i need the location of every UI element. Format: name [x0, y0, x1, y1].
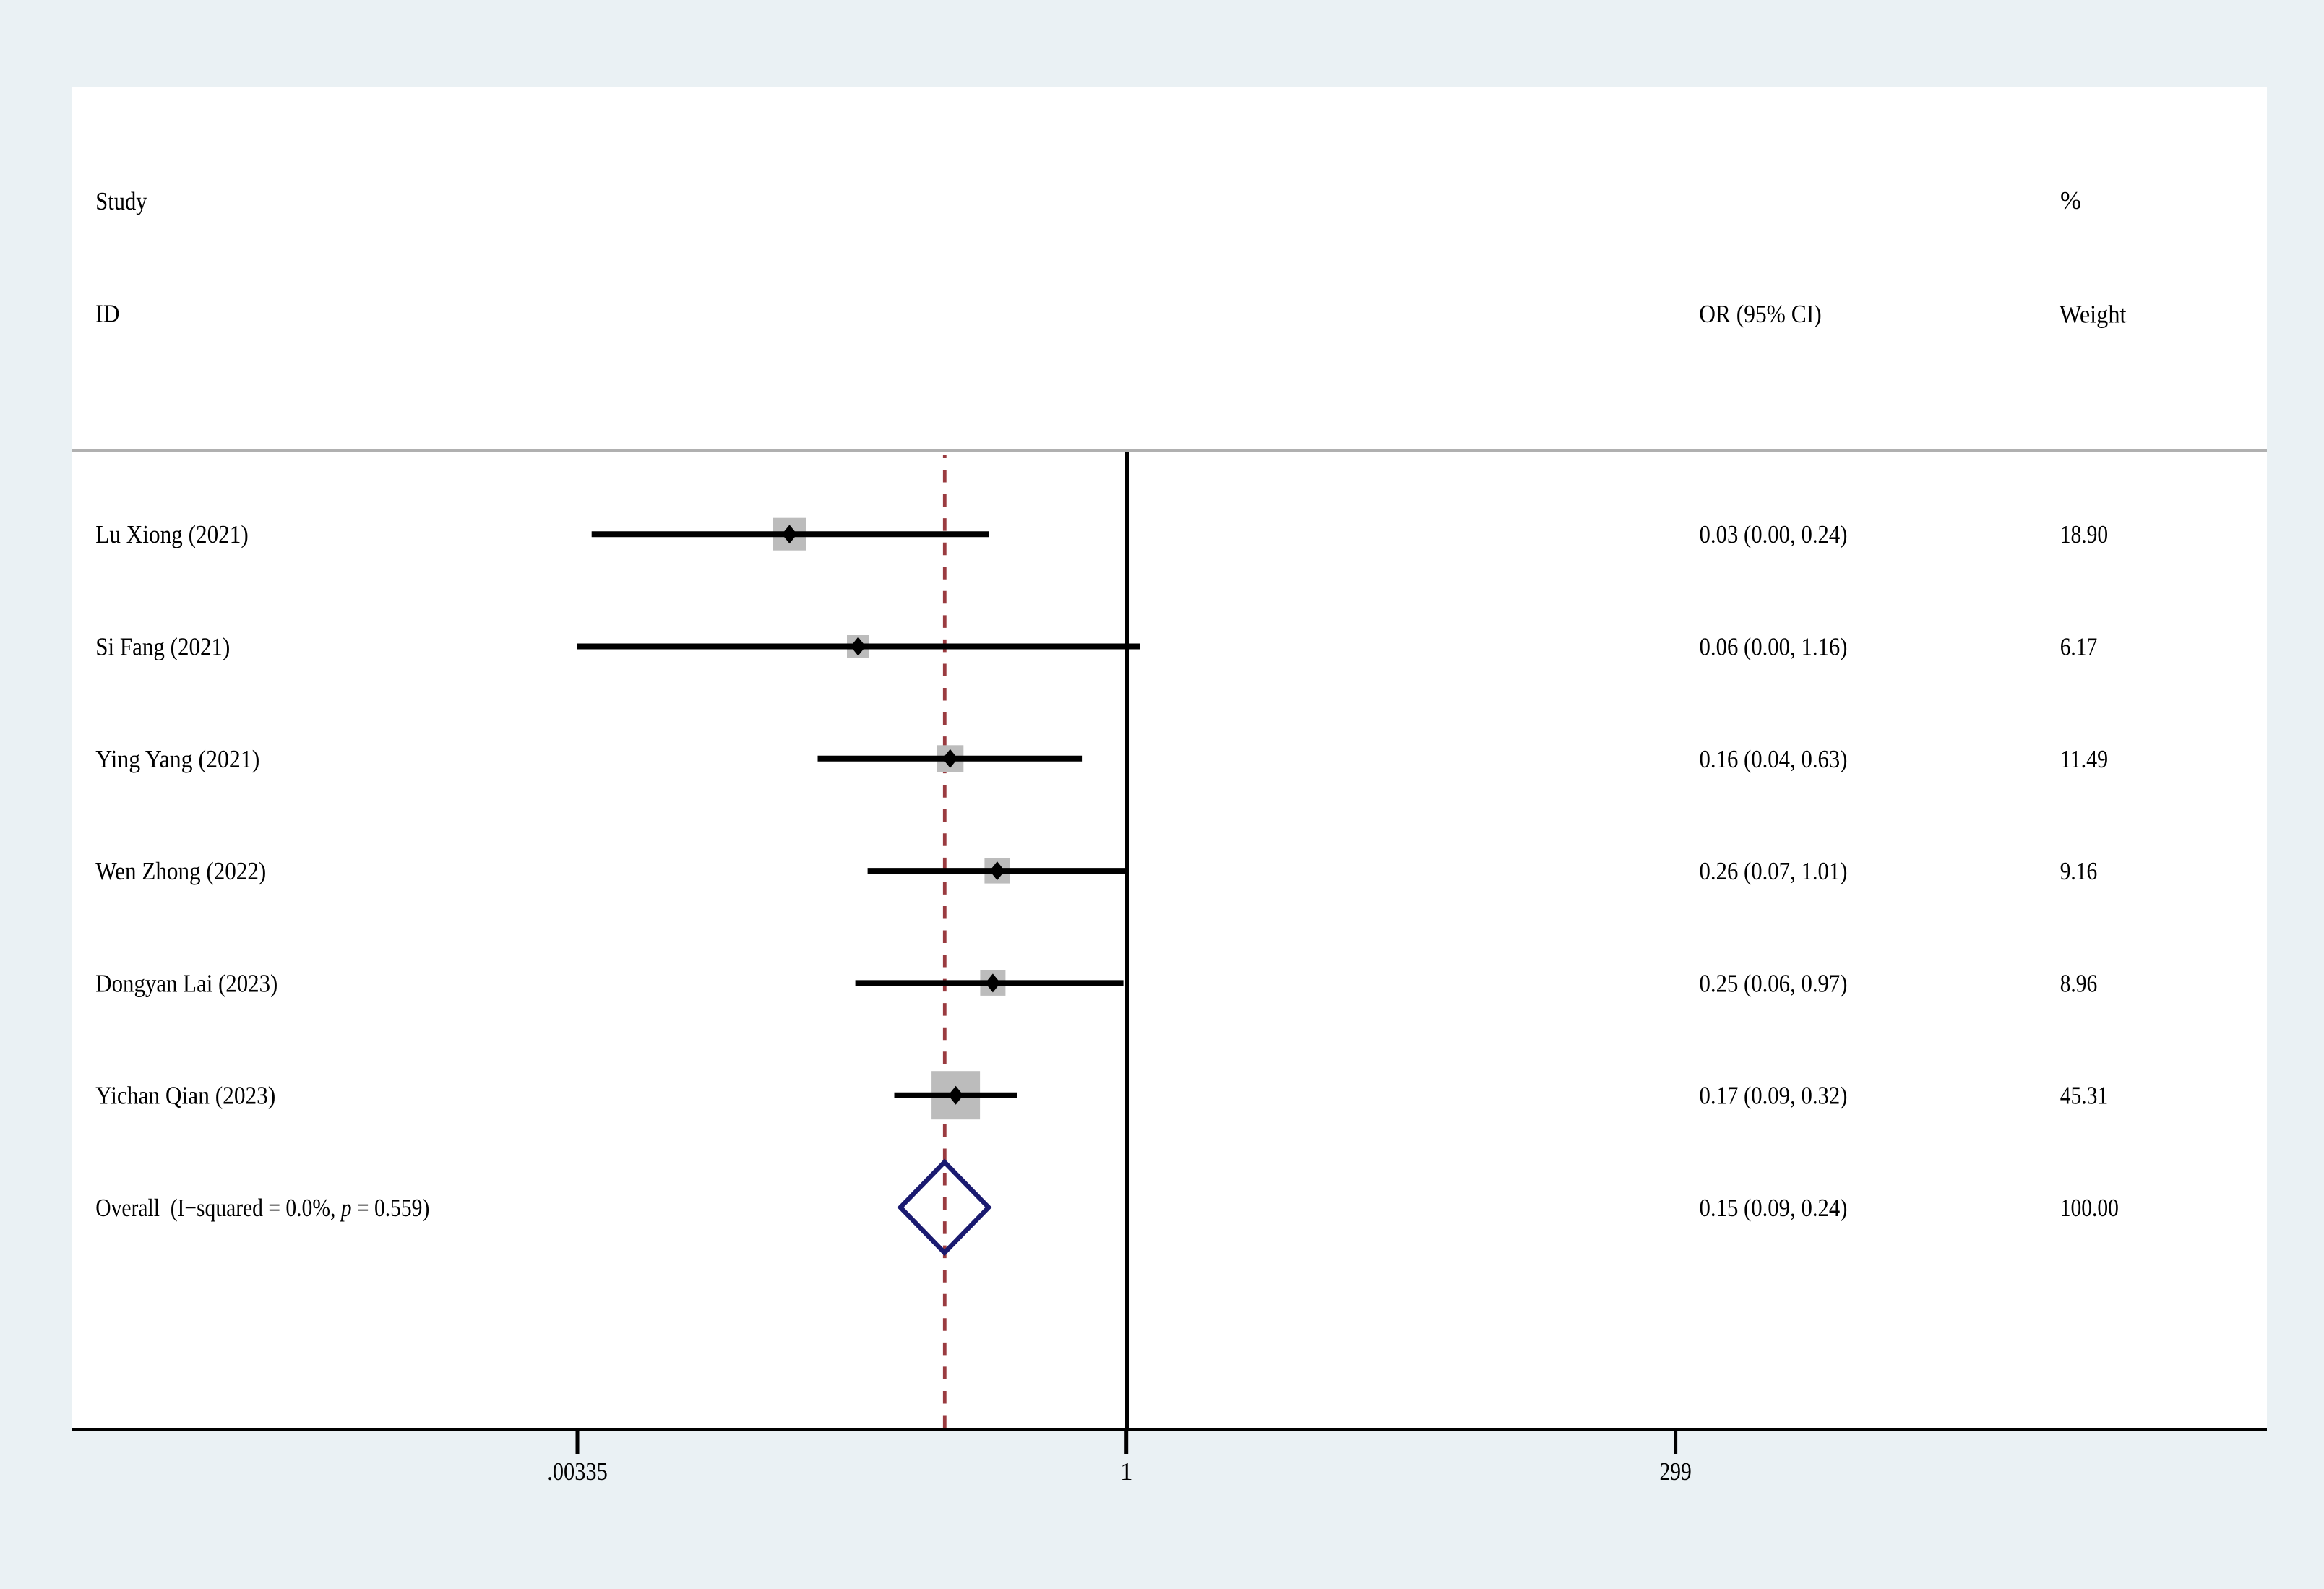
- svg-text:Yichan Qian (2023): Yichan Qian (2023): [95, 1082, 275, 1110]
- svg-text:6.17: 6.17: [2060, 633, 2098, 661]
- svg-text:Si Fang (2021): Si Fang (2021): [95, 633, 230, 661]
- svg-text:Overall (I−squared = 0.0%, p: Overall (I−squared = 0.0%, p = 0.559): [95, 1194, 429, 1222]
- svg-text:0.03 (0.00, 0.24): 0.03 (0.00, 0.24): [1700, 520, 1848, 548]
- svg-text:18.90: 18.90: [2060, 520, 2108, 548]
- svg-text:0.16 (0.04, 0.63): 0.16 (0.04, 0.63): [1700, 745, 1848, 773]
- svg-text:Ying Yang (2021): Ying Yang (2021): [95, 745, 259, 773]
- svg-text:Weight: Weight: [2060, 301, 2127, 329]
- svg-text:11.49: 11.49: [2060, 745, 2108, 773]
- svg-text:1: 1: [1120, 1457, 1133, 1486]
- svg-text:299: 299: [1659, 1457, 1691, 1486]
- svg-text:100.00: 100.00: [2060, 1194, 2119, 1222]
- svg-text:.00335: .00335: [547, 1457, 608, 1486]
- svg-text:Dongyan Lai (2023): Dongyan Lai (2023): [95, 969, 277, 997]
- svg-text:%: %: [2060, 186, 2081, 215]
- svg-text:0.17 (0.09, 0.32): 0.17 (0.09, 0.32): [1700, 1082, 1848, 1110]
- svg-text:OR (95% CI): OR (95% CI): [1699, 300, 1822, 328]
- svg-text:Wen Zhong (2022): Wen Zhong (2022): [95, 857, 266, 885]
- svg-text:0.25 (0.06, 0.97): 0.25 (0.06, 0.97): [1700, 969, 1848, 997]
- svg-text:ID: ID: [95, 300, 119, 328]
- svg-text:8.96: 8.96: [2060, 969, 2098, 997]
- svg-text:45.31: 45.31: [2060, 1082, 2108, 1110]
- svg-text:9.16: 9.16: [2060, 857, 2098, 885]
- svg-text:0.06 (0.00, 1.16): 0.06 (0.00, 1.16): [1700, 633, 1848, 661]
- svg-text:0.15 (0.09, 0.24): 0.15 (0.09, 0.24): [1700, 1194, 1848, 1222]
- svg-text:0.26 (0.07, 1.01): 0.26 (0.07, 1.01): [1700, 857, 1848, 885]
- svg-text:Lu Xiong (2021): Lu Xiong (2021): [95, 520, 248, 548]
- svg-text:Study: Study: [95, 187, 147, 215]
